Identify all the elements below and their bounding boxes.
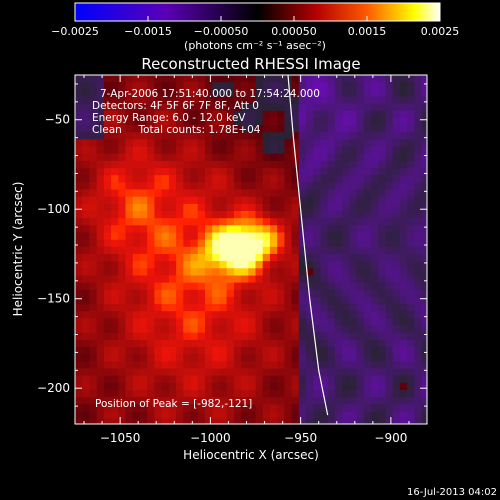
colorbar-tick-label: 0.0025 — [421, 25, 460, 38]
plot-frame — [74, 74, 428, 425]
y-tick-label: −200 — [37, 381, 70, 395]
x-axis-label: Heliocentric X (arcsec) — [183, 448, 319, 462]
peak-position-label: Position of Peak = [-982,-121] — [95, 398, 252, 410]
info-line-detectors: Detectors: 4F 5F 6F 7F 8F, Att 0 — [92, 100, 259, 112]
footer-timestamp: 16-Jul-2013 04:02 — [407, 487, 497, 498]
y-axis-label: Heliocentric Y (arcsec) — [11, 182, 25, 317]
colorbar — [74, 2, 441, 22]
x-tick-label: −1050 — [100, 431, 141, 445]
y-tick-label: −100 — [37, 202, 70, 216]
info-line-time: 7-Apr-2006 17:51:40.000 to 17:54:24.000 — [100, 88, 320, 100]
info-line-clean: Clean Total counts: 1.78E+04 — [92, 124, 261, 136]
colorbar-tick-label: −0.0025 — [51, 25, 99, 38]
colorbar-tick-label: −0.00050 — [194, 25, 249, 38]
colorbar-ticks: −0.0025 −0.0015 −0.00050 0.00050 0.0015 0.002… — [51, 16, 459, 38]
heatmap-image — [75, 75, 427, 424]
info-line-energy: Energy Range: 6.0 - 12.0 keV — [92, 112, 246, 124]
solar-limb-curve — [287, 75, 329, 416]
y-tick-label: −150 — [37, 292, 70, 306]
axis-ticks: −1050 −1000 −950 −900 −200 −150 −100 −50 — [37, 75, 428, 445]
colorbar-tick-label: 0.0015 — [348, 25, 387, 38]
x-tick-label: −950 — [284, 431, 317, 445]
y-tick-label: −50 — [45, 113, 70, 127]
colorbar-tick-label: 0.00050 — [271, 25, 317, 38]
colorbar-tick-label: −0.0015 — [124, 25, 172, 38]
chart-title: Reconstructed RHESSI Image — [141, 55, 360, 73]
colorbar-label: (photons cm⁻² s⁻¹ asec⁻²) — [184, 39, 326, 52]
x-tick-label: −900 — [374, 431, 407, 445]
x-tick-label: −1000 — [190, 431, 231, 445]
